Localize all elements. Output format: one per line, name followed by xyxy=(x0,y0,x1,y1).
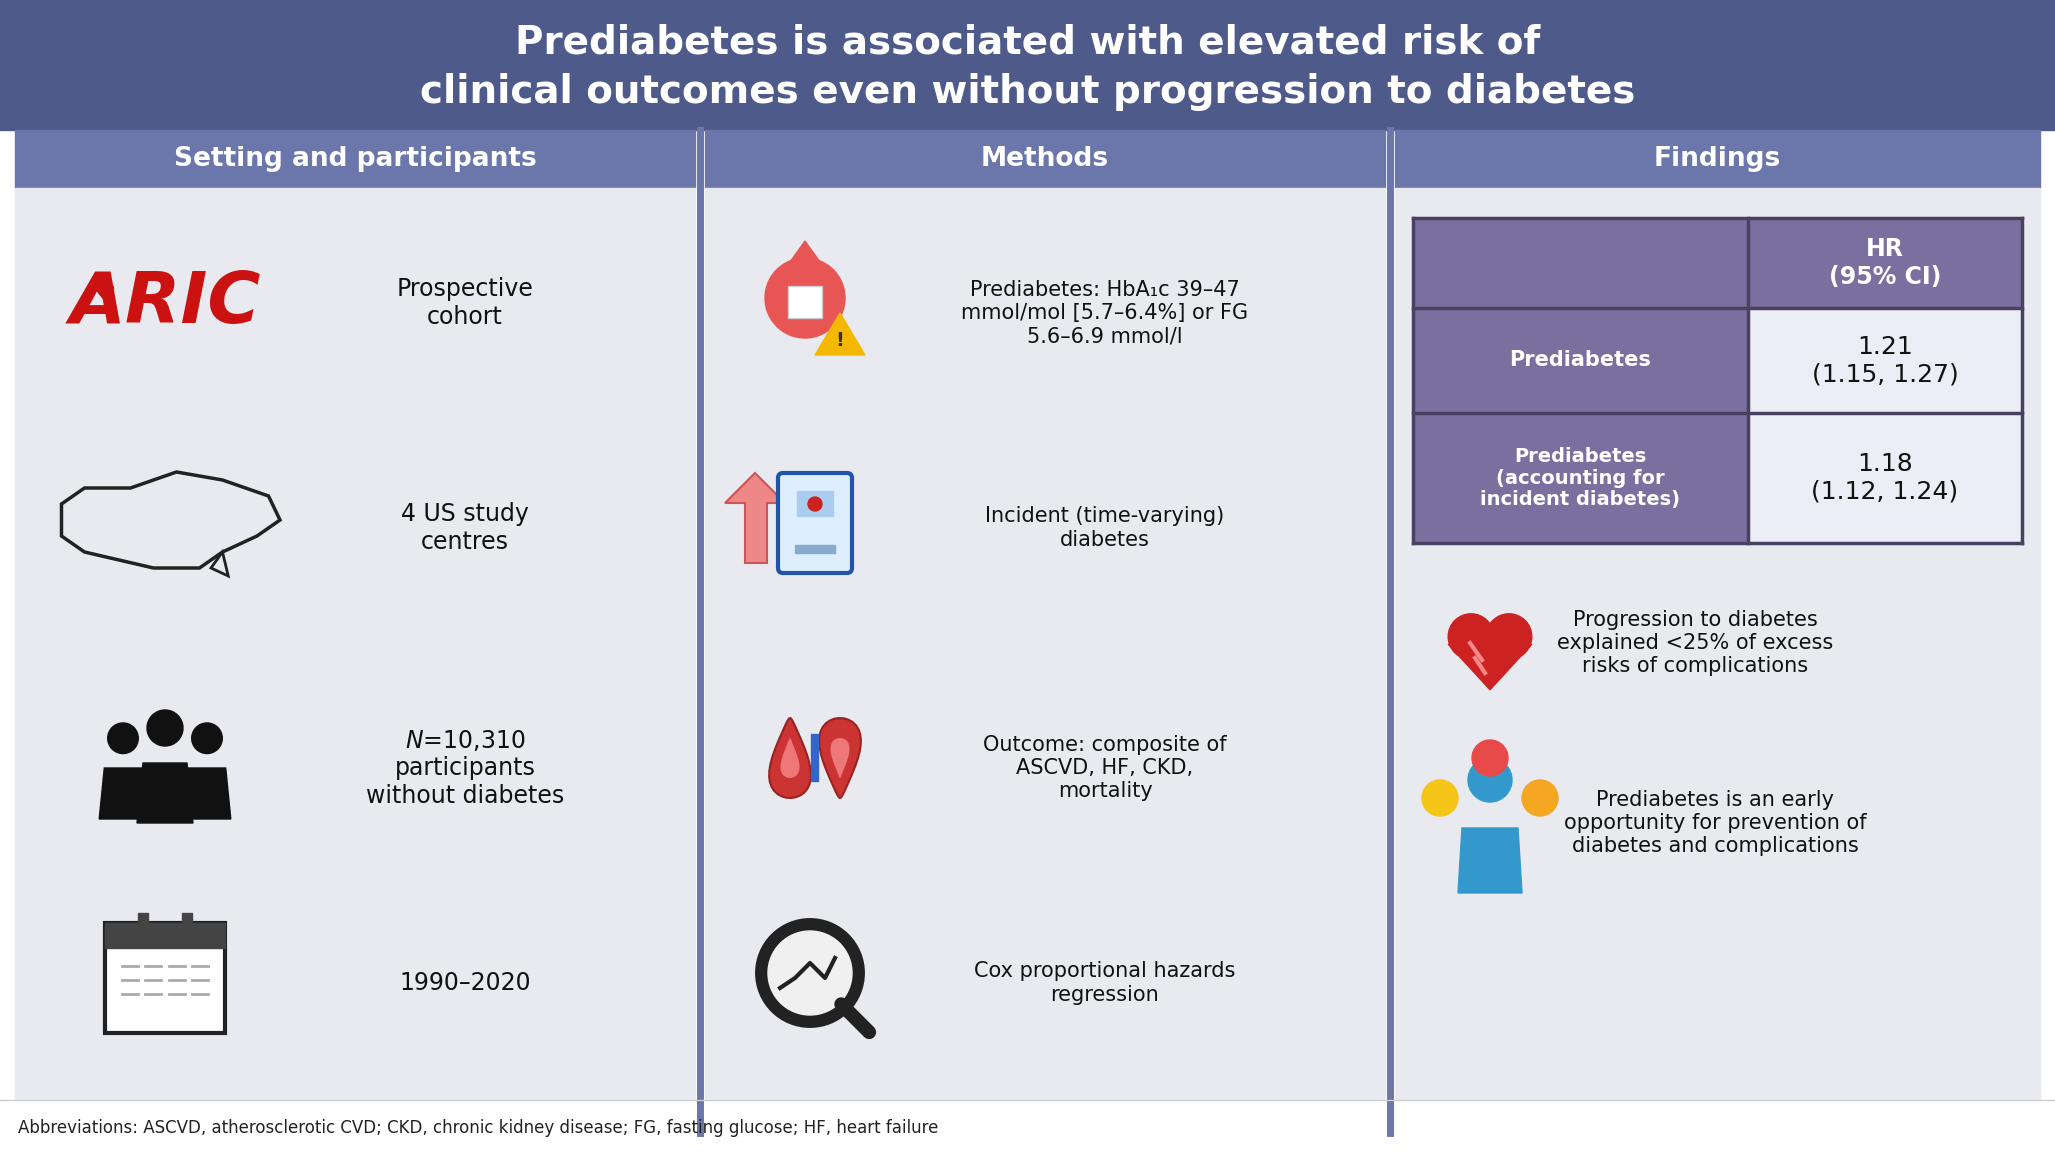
Text: Progression to diabetes
explained <25% of excess
risks of complications: Progression to diabetes explained <25% o… xyxy=(1558,610,1833,676)
Polygon shape xyxy=(781,738,799,778)
Text: 1.21
(1.15, 1.27): 1.21 (1.15, 1.27) xyxy=(1813,334,1958,386)
Text: Prospective
cohort: Prospective cohort xyxy=(397,277,534,329)
Polygon shape xyxy=(725,473,785,563)
Bar xyxy=(1395,129,2041,188)
Polygon shape xyxy=(769,718,812,798)
Text: Prediabetes: HbA₁ᴄ 39–47
mmol/mol [5.7–6.4%] or FG
5.6–6.9 mmol/l: Prediabetes: HbA₁ᴄ 39–47 mmol/mol [5.7–6… xyxy=(962,280,1249,346)
FancyBboxPatch shape xyxy=(779,473,853,573)
Bar xyxy=(795,544,834,553)
Text: Prediabetes is associated with elevated risk of: Prediabetes is associated with elevated … xyxy=(516,23,1539,61)
Text: Prediabetes
(accounting for
incident diabetes): Prediabetes (accounting for incident dia… xyxy=(1480,446,1681,510)
FancyBboxPatch shape xyxy=(105,922,224,1033)
Polygon shape xyxy=(820,718,861,798)
Bar xyxy=(1749,307,2022,413)
Polygon shape xyxy=(816,313,865,355)
Bar xyxy=(1749,218,2022,307)
Polygon shape xyxy=(1457,828,1523,892)
Text: Incident (time-varying)
diabetes: Incident (time-varying) diabetes xyxy=(986,506,1225,549)
FancyBboxPatch shape xyxy=(787,286,822,318)
Circle shape xyxy=(1523,780,1558,816)
Circle shape xyxy=(808,497,822,511)
Polygon shape xyxy=(138,763,193,823)
Circle shape xyxy=(1422,780,1457,816)
Bar xyxy=(0,0,2055,129)
Text: $N$=10,310
participants
without diabetes: $N$=10,310 participants without diabetes xyxy=(366,727,565,808)
Polygon shape xyxy=(183,768,230,818)
Polygon shape xyxy=(830,738,849,778)
Text: clinical outcomes even without progression to diabetes: clinical outcomes even without progressi… xyxy=(419,73,1636,111)
Bar xyxy=(797,491,832,516)
Bar xyxy=(705,188,1385,1133)
Circle shape xyxy=(1486,614,1531,659)
Circle shape xyxy=(1449,614,1494,659)
Text: 4 US study
centres: 4 US study centres xyxy=(401,502,528,554)
Bar xyxy=(105,922,224,948)
Circle shape xyxy=(107,722,138,754)
Text: Methods: Methods xyxy=(980,146,1110,172)
Polygon shape xyxy=(1449,644,1531,690)
Text: Cox proportional hazards
regression: Cox proportional hazards regression xyxy=(974,962,1235,1005)
Polygon shape xyxy=(775,240,834,283)
Text: 1.18
(1.12, 1.24): 1.18 (1.12, 1.24) xyxy=(1810,452,1958,504)
Text: HR
(95% CI): HR (95% CI) xyxy=(1829,237,1942,289)
Bar xyxy=(1749,413,2022,543)
Text: Findings: Findings xyxy=(1654,146,1782,172)
Text: Prediabetes: Prediabetes xyxy=(1510,350,1652,371)
Text: Prediabetes is an early
opportunity for prevention of
diabetes and complications: Prediabetes is an early opportunity for … xyxy=(1564,790,1866,857)
Bar xyxy=(14,129,695,188)
Bar xyxy=(1414,413,1749,543)
Circle shape xyxy=(764,258,845,338)
Text: Abbreviations: ASCVD, atherosclerotic CVD; CKD, chronic kidney disease; FG, fast: Abbreviations: ASCVD, atherosclerotic CV… xyxy=(18,1119,939,1138)
Bar xyxy=(1414,218,1749,307)
Circle shape xyxy=(1467,758,1512,802)
Bar xyxy=(183,913,191,931)
Text: !: ! xyxy=(836,332,845,350)
Bar xyxy=(138,913,148,931)
Circle shape xyxy=(769,931,853,1015)
Polygon shape xyxy=(99,768,146,818)
Text: Outcome: composite of
ASCVD, HF, CKD,
mortality: Outcome: composite of ASCVD, HF, CKD, mo… xyxy=(982,735,1227,801)
Bar xyxy=(14,188,695,1133)
Bar xyxy=(1395,188,2041,1133)
Text: Setting and participants: Setting and participants xyxy=(173,146,536,172)
Text: ARIC: ARIC xyxy=(70,268,261,338)
Circle shape xyxy=(1471,740,1508,776)
Circle shape xyxy=(148,710,183,746)
Bar xyxy=(1414,307,1749,413)
Bar xyxy=(705,129,1385,188)
Circle shape xyxy=(191,722,222,754)
Text: 1990–2020: 1990–2020 xyxy=(399,971,530,995)
Bar xyxy=(0,1101,2055,1156)
Text: ♥: ♥ xyxy=(95,283,117,307)
